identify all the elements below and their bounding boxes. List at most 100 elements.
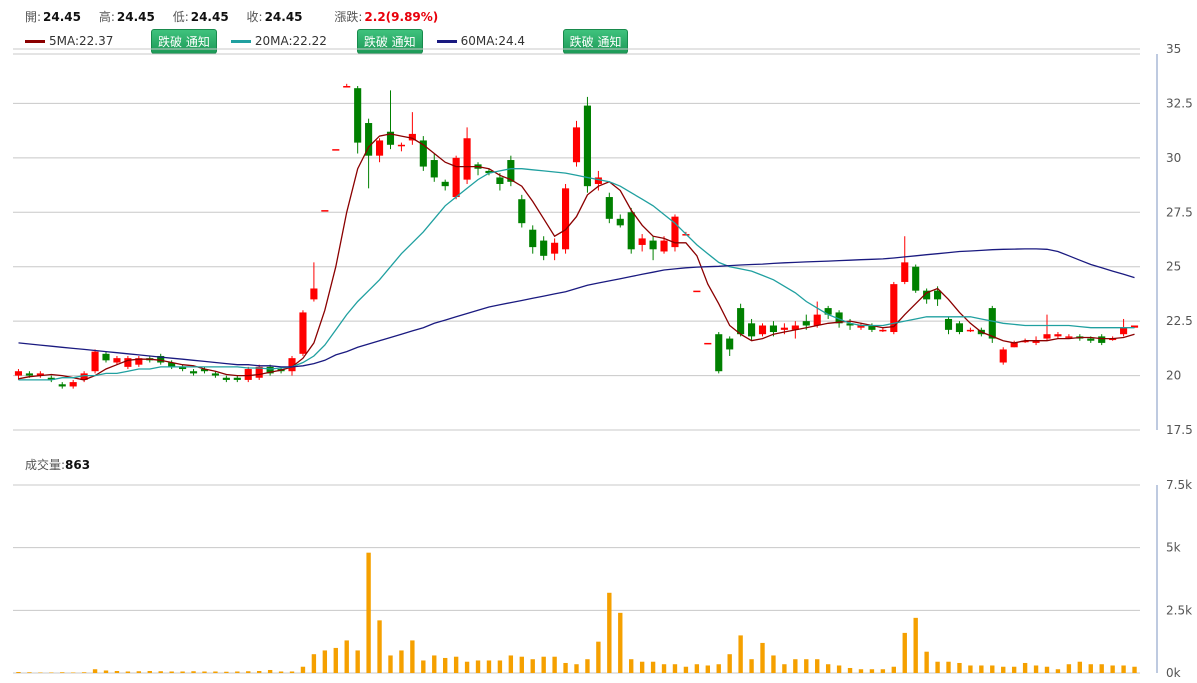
volume-bar [486, 660, 492, 673]
high-value: 24.45 [116, 10, 155, 24]
volume-bar [672, 664, 678, 673]
candle-body [80, 373, 88, 380]
ma5-swatch [25, 39, 45, 43]
volume-bar [661, 664, 667, 673]
candlestick [693, 290, 701, 293]
volume-bar [1121, 665, 1126, 673]
volume-bar [464, 661, 470, 673]
volume-bar [191, 671, 196, 673]
candle-body [562, 188, 570, 250]
candlestick [1010, 340, 1018, 348]
volume-bar [629, 659, 634, 673]
candle-body [36, 373, 44, 376]
candle-body [397, 144, 405, 147]
candlestick [660, 236, 668, 254]
candle-body [627, 212, 635, 250]
volume-tick-label: 0k [1166, 666, 1181, 680]
candle-body [47, 377, 55, 380]
volume-bar [103, 670, 109, 673]
candle-body [1021, 340, 1029, 343]
candlestick [562, 183, 570, 254]
candle-body [868, 325, 876, 330]
ma60-swatch [436, 39, 457, 43]
volume-bar [585, 659, 590, 673]
candle-body [912, 266, 920, 291]
candle-body [857, 325, 865, 328]
volume-bar [825, 664, 831, 673]
candlestick [397, 142, 405, 152]
candlestick [529, 225, 537, 254]
candle-body [638, 238, 646, 245]
candlestick [463, 127, 471, 184]
candle-body [846, 323, 854, 326]
volume-bar [508, 655, 514, 673]
volume-bar [946, 661, 951, 673]
high-label: 高: [98, 10, 115, 24]
candlestick [890, 281, 898, 335]
candle-body [157, 355, 165, 363]
volume-bar [727, 654, 732, 673]
volume-bar [38, 672, 43, 673]
candlestick [638, 234, 646, 252]
candlesticks [14, 83, 1139, 389]
candlestick [934, 286, 942, 306]
candle-body [529, 229, 537, 248]
volume-bar [891, 666, 896, 673]
candlestick [452, 155, 460, 200]
volume-bar [147, 670, 152, 673]
candlestick [737, 303, 745, 337]
candle-body [572, 127, 581, 163]
candle-body [1043, 334, 1051, 339]
candle-body [901, 262, 909, 282]
candlestick [200, 366, 209, 374]
candle-body [1130, 325, 1139, 328]
candlestick [1130, 325, 1139, 328]
ma20-swatch [230, 39, 251, 43]
volume-bar [705, 665, 710, 673]
candle-body [518, 199, 526, 224]
candle-body [594, 177, 602, 184]
candle-body [365, 123, 373, 156]
candle-body [332, 149, 340, 151]
candle-body [222, 377, 230, 380]
candlestick [758, 323, 767, 337]
volume-bar [847, 667, 853, 673]
volume-bar [574, 664, 579, 673]
volume-bar [333, 647, 338, 673]
candlestick [91, 349, 99, 374]
candle-body [660, 240, 668, 252]
candle-body [299, 312, 307, 354]
candlestick [540, 236, 548, 261]
volume-bar [366, 552, 371, 673]
volume-bar [158, 671, 163, 673]
candlestick [1065, 334, 1073, 339]
volume-header: 成交量:863 [25, 456, 90, 473]
candlestick [179, 364, 187, 372]
candlestick [332, 149, 340, 151]
volume-tick-label: 2.5k [1166, 603, 1192, 617]
candlestick [999, 347, 1007, 365]
ma20-line [18, 168, 1135, 381]
candlestick [507, 155, 515, 187]
candle-body [1087, 338, 1095, 341]
volume-bar [300, 666, 306, 673]
volume-bar [618, 612, 623, 673]
candlestick [824, 305, 832, 319]
candle-body [419, 140, 427, 167]
candle-body [244, 369, 252, 380]
volume-bar [913, 617, 918, 673]
candlestick [408, 112, 416, 145]
candlestick [135, 355, 143, 367]
candlestick [69, 379, 77, 389]
volume-bar [519, 656, 524, 673]
volume-bar [804, 659, 809, 673]
candle-body [671, 216, 679, 248]
candle-body [802, 321, 810, 326]
candle-body [726, 338, 734, 350]
candle-body [168, 362, 176, 367]
candlestick [572, 120, 581, 167]
candle-body [748, 323, 756, 337]
candle-body [704, 342, 712, 345]
candlestick [430, 153, 438, 182]
